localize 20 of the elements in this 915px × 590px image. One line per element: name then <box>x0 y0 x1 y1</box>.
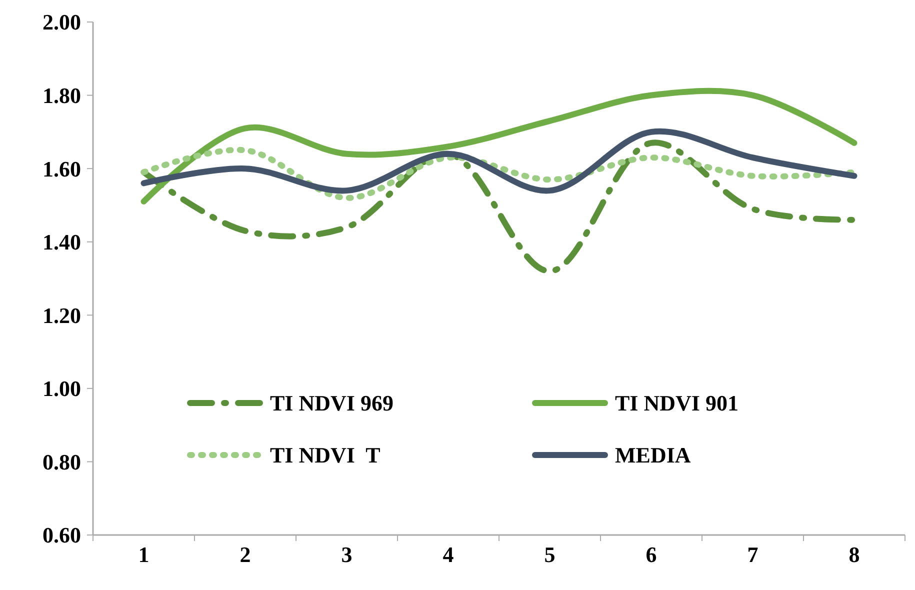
x-tick-label: 2 <box>240 542 251 567</box>
legend-label: TI NDVI 901 <box>615 390 738 416</box>
legend-label: MEDIA <box>615 442 691 468</box>
y-tick-label: 0.80 <box>42 449 81 474</box>
y-tick-label: 1.20 <box>42 302 81 328</box>
x-tick-label: 7 <box>747 542 758 567</box>
y-tick-label: 0.60 <box>42 522 81 548</box>
y-tick-label: 1.60 <box>42 156 81 182</box>
x-tick-label: 4 <box>442 542 454 567</box>
x-tick-label: 3 <box>341 542 352 567</box>
x-tick-label: 5 <box>544 542 556 567</box>
y-tick-label: 1.80 <box>42 82 81 108</box>
y-tick-label: 1.00 <box>42 376 81 402</box>
y-tick-label: 2.00 <box>42 10 81 35</box>
y-tick-label: 1.40 <box>42 230 81 255</box>
x-tick-label: 1 <box>138 542 150 567</box>
x-tick-label: 8 <box>848 542 860 567</box>
legend-label: TI NDVI 969 <box>270 390 394 416</box>
x-tick-label: 6 <box>646 542 657 567</box>
legend-label: TI NDVI T <box>270 442 381 468</box>
